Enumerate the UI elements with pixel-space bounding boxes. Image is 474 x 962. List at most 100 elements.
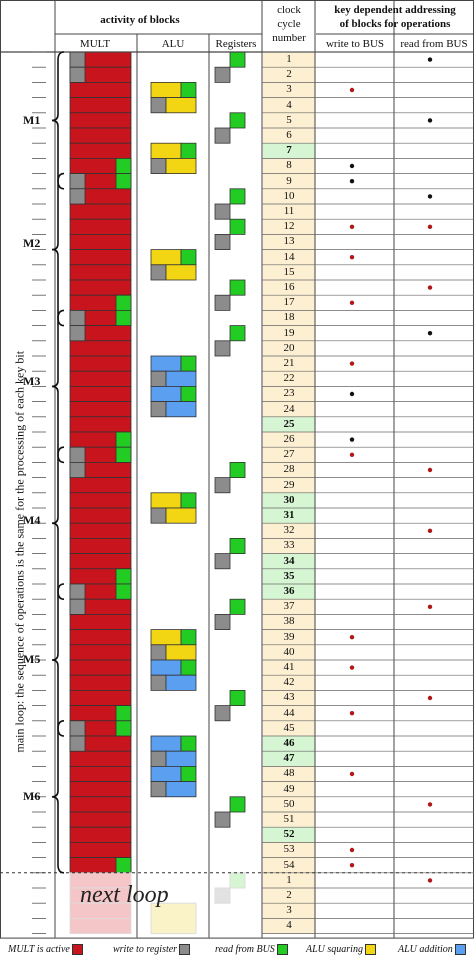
alu-read-bus — [180, 355, 197, 372]
alu-squaring — [150, 492, 182, 509]
clock-cycle-label: 14 — [283, 250, 295, 263]
header-registers: Registers — [215, 38, 257, 50]
alu-squaring — [150, 82, 182, 99]
clock-cycle-label: 42 — [283, 676, 295, 689]
clock-cell-bg — [263, 52, 315, 68]
clock-cell-bg — [263, 447, 315, 463]
clock-cell-bg — [263, 857, 315, 873]
alu-addition — [150, 766, 182, 783]
clock-cell-bg — [263, 508, 315, 524]
alu-read-bus — [180, 249, 197, 266]
clock-cell-bg — [263, 325, 315, 341]
alu-write-register — [150, 97, 167, 114]
clock-cell-bg — [263, 751, 315, 767]
alu-squaring — [150, 249, 182, 266]
clock-cycle-label: 53 — [283, 843, 295, 856]
register-read-bus — [229, 598, 246, 615]
brace-m1 — [51, 51, 65, 190]
mult-active-block — [69, 674, 132, 691]
header-clock-3: number — [272, 32, 306, 44]
mult-active-block — [69, 385, 132, 402]
clock-cycle-label: 44 — [283, 706, 295, 719]
clock-cycle-label: 46 — [283, 737, 295, 749]
header-alu: ALU — [161, 38, 185, 50]
clock-cell-bg — [263, 82, 315, 98]
alu-addition — [165, 750, 197, 767]
legend-write-label: write to register — [113, 944, 178, 955]
read-bus-dot — [427, 285, 433, 290]
clock-cell-bg — [263, 629, 315, 645]
clock-cycle-label: 29 — [283, 478, 295, 491]
alu-read-bus — [180, 142, 197, 159]
alu-addition — [150, 735, 182, 752]
module-label-m5: M5 — [23, 652, 41, 666]
register-write — [214, 553, 231, 570]
clock-cell-bg — [263, 158, 315, 174]
next-loop-label: next loop — [80, 882, 169, 908]
mult-active-block — [69, 492, 132, 509]
clock-cycle-label: 9 — [286, 174, 292, 187]
clock-cycle-label: 33 — [283, 539, 295, 552]
mult-active-block — [69, 614, 132, 631]
write-bus-dot — [349, 391, 355, 397]
mult-write-register — [69, 446, 86, 463]
clock-cell-bg — [263, 675, 315, 691]
register-read-bus — [229, 112, 246, 129]
header-key-dependent-2: of blocks for operations — [339, 18, 451, 30]
read-bus-dot — [427, 467, 433, 473]
clock-cell-bg — [263, 340, 315, 356]
mult-active-block — [69, 629, 132, 646]
read-bus-dot — [427, 695, 433, 701]
mult-active-block — [69, 218, 132, 235]
clock-cycle-label-next: 2 — [286, 889, 292, 901]
module-label-m3: M3 — [23, 374, 41, 388]
clock-cycle-label: 48 — [283, 767, 295, 780]
mult-active-block — [69, 826, 132, 843]
alu-squaring — [165, 507, 197, 524]
mult-active-block — [69, 264, 132, 281]
clock-cycle-label: 5 — [286, 113, 292, 126]
clock-cell-bg-next — [263, 918, 315, 934]
alu-squaring — [165, 264, 197, 281]
legend-read: read from BUS — [215, 944, 288, 956]
clock-cell-bg — [263, 766, 315, 782]
mult-active-block — [69, 659, 132, 676]
mult-active-block — [69, 477, 132, 494]
register-write — [214, 233, 231, 250]
clock-cell-bg — [263, 97, 315, 113]
clock-cell-bg — [263, 234, 315, 250]
register-write — [214, 66, 231, 83]
main-loop-label: main loop: the sequence of operations is… — [12, 350, 27, 753]
clock-cycle-label: 22 — [283, 372, 295, 385]
alu-addition — [150, 659, 182, 676]
brace-m6 — [51, 720, 65, 874]
clock-cycle-label: 8 — [286, 159, 292, 172]
write-bus-dot — [349, 847, 355, 853]
legend-mult-label: MULT is active — [8, 944, 70, 955]
mult-active-block — [69, 355, 132, 372]
read-bus-dot — [427, 57, 433, 62]
clock-cell-bg — [263, 538, 315, 554]
legend-addition-label: ALU addition — [398, 944, 453, 955]
mult-write-register — [69, 188, 86, 205]
alu-next — [150, 902, 197, 935]
clock-cycle-label: 19 — [283, 326, 295, 339]
mult-active-block — [69, 644, 132, 661]
clock-cell-bg — [263, 67, 315, 83]
alu-read-bus — [180, 492, 197, 509]
alu-read-bus — [180, 735, 197, 752]
mult-read-bus — [115, 431, 132, 448]
alu-read-bus — [180, 659, 197, 676]
clock-cell-bg — [263, 477, 315, 493]
clock-cycle-label: 10 — [283, 189, 295, 202]
clock-cycle-label: 11 — [283, 205, 295, 217]
clock-cycle-label-next: 4 — [286, 919, 292, 932]
mult-active-block — [69, 842, 132, 859]
mult-read-bus — [115, 294, 132, 311]
mult-read-bus — [115, 568, 132, 585]
register-read-bus — [229, 188, 246, 205]
clock-cell-bg — [263, 492, 315, 508]
mult-active-block — [69, 522, 132, 539]
clock-cycle-label: 3 — [286, 83, 292, 96]
